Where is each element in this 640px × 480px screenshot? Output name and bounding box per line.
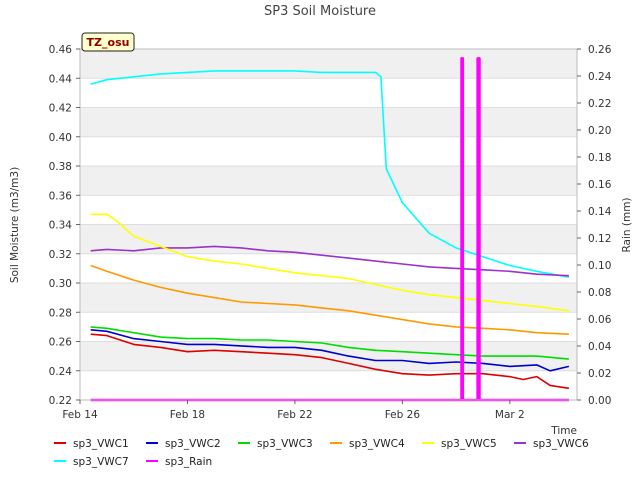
y-right-tick-label: 0.18 (588, 152, 611, 164)
series-line-sp3_vwc2 (90, 329, 570, 372)
y-left-tick-label: 0.32 (49, 249, 72, 261)
y-left-tick-label: 0.22 (49, 395, 72, 407)
y-left-tick-label: 0.26 (49, 337, 73, 349)
legend-item: sp3_VWC3 (238, 438, 313, 450)
y-right-tick-label: 0.20 (588, 125, 611, 137)
y-left-tick-label: 0.40 (49, 132, 72, 144)
y-axis-right-label: Rain (mm) (621, 197, 633, 252)
site-badge-label: TZ_osu (87, 36, 130, 49)
y-left-tick-label: 0.38 (49, 161, 72, 173)
legend-item: sp3_Rain (146, 456, 212, 468)
grid-bands (80, 49, 577, 371)
legend-item: sp3_VWC7 (54, 456, 129, 468)
y-right-tick-label: 0.16 (588, 179, 612, 191)
y-right-tick-label: 0.22 (588, 98, 611, 110)
y-right-tick-label: 0.14 (588, 206, 612, 218)
legend-label: sp3_Rain (165, 456, 212, 468)
x-tick-label: Mar 2 (495, 409, 525, 421)
y-axis-left-ticks: 0.22 0.24 0.26 0.28 0.30 0.32 0.34 0.36 0.38 0.40… (49, 44, 80, 407)
y-left-tick-label: 0.46 (49, 44, 73, 56)
legend-label: sp3_VWC2 (165, 438, 221, 450)
legend-label: sp3_VWC4 (349, 438, 405, 450)
y-left-tick-label: 0.28 (49, 307, 72, 319)
legend-label: sp3_VWC3 (257, 438, 313, 450)
y-right-tick-label: 0.04 (588, 341, 612, 353)
series-line-sp3_vwc4 (90, 264, 569, 335)
legend-item: sp3_VWC2 (146, 438, 221, 450)
y-left-tick-label: 0.34 (49, 220, 73, 232)
legend-item: sp3_VWC5 (422, 438, 497, 450)
y-right-tick-label: 0.24 (588, 71, 612, 83)
y-right-tick-label: 0.02 (588, 368, 611, 380)
y-right-tick-label: 0.10 (588, 260, 611, 272)
y-right-tick-label: 0.12 (588, 233, 611, 245)
y-left-tick-label: 0.24 (49, 366, 73, 378)
grid-band (80, 107, 577, 137)
chart-title: SP3 Soil Moisture (264, 4, 376, 19)
x-tick-label: Feb 14 (62, 409, 98, 421)
legend-item: sp3_VWC1 (54, 438, 129, 450)
legend-label: sp3_VWC7 (73, 456, 129, 468)
x-axis-ticks: Feb 14 Feb 18 Feb 22 Feb 26 Mar 2 (62, 400, 525, 421)
y-axis-right-ticks: 0.00 0.02 0.04 0.06 0.08 0.10 0.12 0.14 0.16 0.18… (577, 44, 612, 407)
y-left-tick-label: 0.44 (49, 73, 73, 85)
series-line-sp3_vwc1 (90, 333, 570, 390)
x-tick-label: Feb 22 (277, 409, 312, 421)
x-tick-label: Feb 26 (385, 409, 421, 421)
legend: sp3_VWC1 sp3_VWC2 sp3_VWC3 sp3_VWC4 sp3_VWC5… (54, 438, 589, 468)
legend-label: sp3_VWC6 (533, 438, 589, 450)
series-line-sp3_vwc3 (90, 326, 569, 360)
legend-item: sp3_VWC4 (330, 438, 405, 450)
grid-band (80, 166, 577, 196)
x-tick-label: Feb 18 (170, 409, 205, 421)
series-line-sp3_vwc6 (90, 245, 569, 277)
legend-item: sp3_VWC6 (514, 438, 589, 450)
legend-label: sp3_VWC1 (73, 438, 129, 450)
grid-band (80, 224, 577, 254)
site-badge: TZ_osu (81, 32, 135, 52)
legend-label: sp3_VWC5 (441, 438, 497, 450)
y-left-tick-label: 0.30 (49, 278, 72, 290)
x-axis-label: Time (550, 425, 577, 437)
y-right-tick-label: 0.06 (588, 314, 612, 326)
y-right-tick-label: 0.08 (588, 287, 611, 299)
y-left-tick-label: 0.42 (49, 103, 72, 115)
y-right-tick-label: 0.26 (588, 44, 612, 56)
y-right-tick-label: 0.00 (588, 395, 611, 407)
y-axis-left-label: Soil Moisture (m3/m3) (9, 167, 21, 283)
series-line-sp3_vwc7 (90, 70, 570, 278)
y-left-tick-label: 0.36 (49, 190, 73, 202)
